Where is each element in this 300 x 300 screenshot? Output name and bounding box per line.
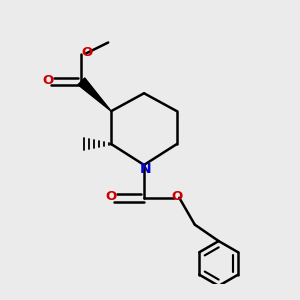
Text: O: O xyxy=(106,190,117,203)
Text: O: O xyxy=(81,46,92,59)
Text: O: O xyxy=(171,190,182,203)
Text: N: N xyxy=(140,162,151,176)
Text: O: O xyxy=(43,74,54,87)
Polygon shape xyxy=(78,78,111,111)
